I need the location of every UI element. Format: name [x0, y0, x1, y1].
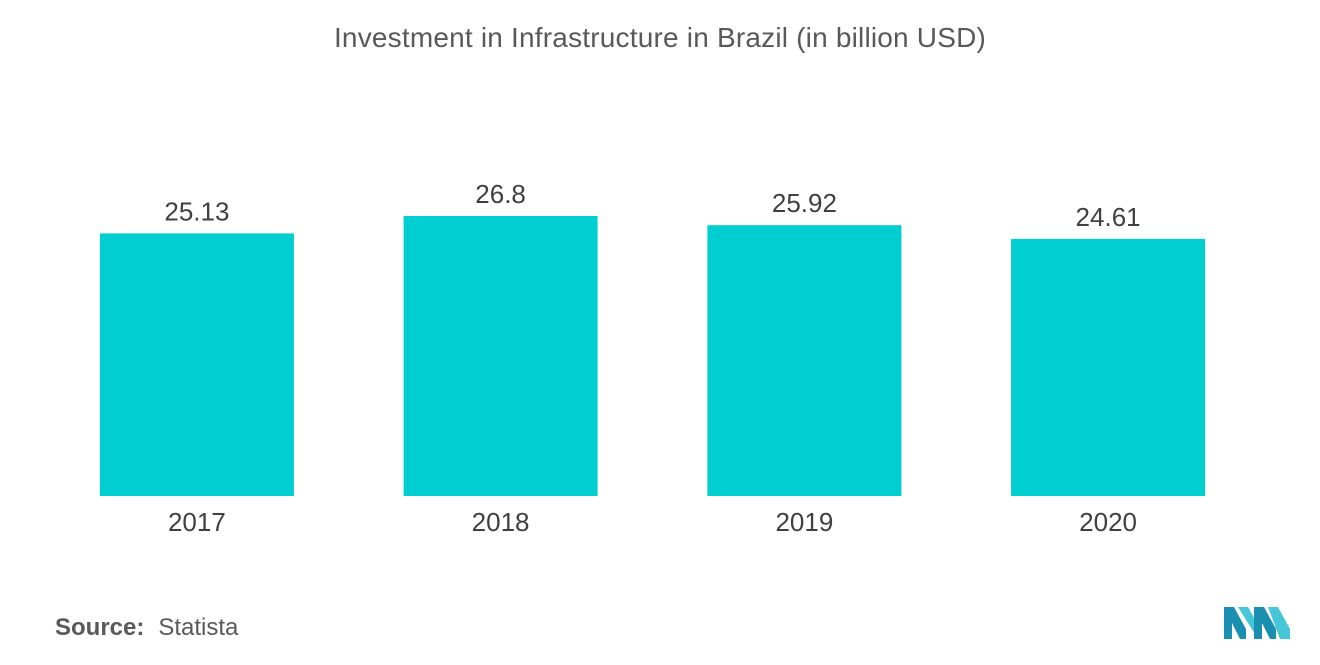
bars-layer [99, 216, 1206, 496]
data-label-2017: 25.13 [164, 196, 229, 226]
x-axis-tick-labels: 2017 2018 2019 2020 [168, 507, 1137, 537]
data-label-2020: 24.61 [1076, 202, 1141, 232]
x-tick-label-2019: 2019 [775, 507, 833, 537]
chart-title: Investment in Infrastructure in Brazil (… [333, 22, 987, 53]
bar-2020 [1011, 238, 1206, 496]
bar-chart: 25.13 26.8 25.92 24.61 2017 2018 2019 2020 [99, 179, 1206, 537]
bar-2019 [707, 225, 902, 496]
bar-2018 [403, 216, 598, 496]
x-tick-label-2018: 2018 [472, 507, 530, 537]
data-label-2019: 25.92 [772, 188, 837, 218]
x-tick-label-2017: 2017 [168, 507, 226, 537]
value-labels-layer: 25.13 26.8 25.92 24.61 [164, 179, 1140, 232]
source-value: Statista [158, 614, 239, 641]
source-note: Source: Statista [55, 614, 238, 642]
x-tick-label-2020: 2020 [1079, 507, 1137, 537]
source-label: Source: [55, 614, 145, 641]
bar-2017 [99, 233, 294, 496]
mordor-intelligence-logo-icon [1224, 607, 1290, 639]
data-label-2018: 26.8 [475, 179, 526, 209]
